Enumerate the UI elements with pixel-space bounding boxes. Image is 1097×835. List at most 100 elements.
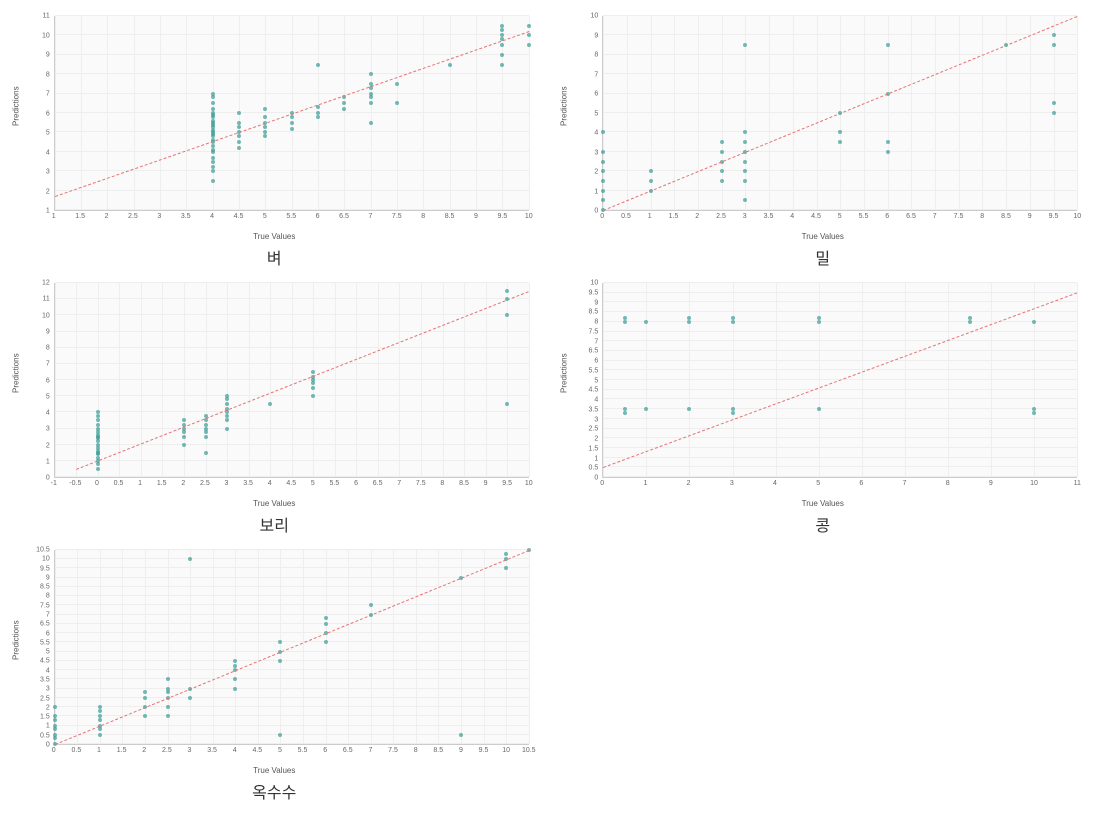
scatter-point xyxy=(53,705,57,709)
x-tick: 5.5 xyxy=(330,480,340,487)
y-tick: 11 xyxy=(42,296,49,303)
y-tick: 6.5 xyxy=(40,621,50,628)
x-tick: 5.5 xyxy=(298,747,308,754)
scatter-point xyxy=(731,316,735,320)
scatter-point xyxy=(98,709,102,713)
scatter-point xyxy=(720,150,724,154)
y-tick: 4 xyxy=(594,397,598,404)
x-tick: 9 xyxy=(484,480,488,487)
x-tick: 1 xyxy=(52,213,56,220)
scatter-point xyxy=(316,63,320,67)
y-tick: 3 xyxy=(594,149,598,156)
scatter-point xyxy=(143,714,147,718)
x-tick: 9 xyxy=(474,213,478,220)
scatter-point xyxy=(311,394,315,398)
y-tick: 10 xyxy=(590,13,598,20)
scatter-point xyxy=(886,43,890,47)
y-tick: 8 xyxy=(46,593,50,600)
scatter-point xyxy=(225,427,229,431)
x-tick: 4.5 xyxy=(252,747,262,754)
scatter-point xyxy=(211,160,215,164)
y-tick: 0.5 xyxy=(589,465,599,472)
chart-corn: True ValuesPredictions00.511.522.533.544… xyxy=(12,542,537,777)
scatter-point xyxy=(166,705,170,709)
x-tick: 8 xyxy=(946,480,950,487)
x-tick: 3 xyxy=(743,213,747,220)
y-ticks: 012345678910 xyxy=(578,16,600,211)
scatter-point xyxy=(290,127,294,131)
scatter-point xyxy=(53,727,57,731)
scatter-point xyxy=(204,430,208,434)
y-tick: 5 xyxy=(46,649,50,656)
x-tick: 7 xyxy=(933,213,937,220)
scatter-point xyxy=(324,622,328,626)
scatter-point xyxy=(500,63,504,67)
x-axis-label: True Values xyxy=(253,232,295,241)
x-tick: 8.5 xyxy=(459,480,469,487)
y-tick: 9 xyxy=(594,299,598,306)
scatter-point xyxy=(53,718,57,722)
x-tick: 2.5 xyxy=(716,213,726,220)
x-tick: 6 xyxy=(859,480,863,487)
scatter-point xyxy=(817,320,821,324)
scatter-point xyxy=(968,316,972,320)
scatter-point xyxy=(188,557,192,561)
scatter-point xyxy=(233,659,237,663)
cell-empty xyxy=(557,542,1090,803)
y-tick: 1 xyxy=(594,455,598,462)
scatter-point xyxy=(211,132,215,136)
scatter-point xyxy=(731,320,735,324)
scatter-point xyxy=(601,179,605,183)
x-tick: 6 xyxy=(885,213,889,220)
scatter-point xyxy=(720,169,724,173)
scatter-point xyxy=(211,169,215,173)
scatter-point xyxy=(1052,101,1056,105)
y-tick: 5.5 xyxy=(589,367,599,374)
x-tick: 1 xyxy=(138,480,142,487)
scatter-point xyxy=(342,101,346,105)
y-tick: 1 xyxy=(46,723,50,730)
y-axis-label: Predictions xyxy=(11,353,20,393)
y-tick: 10 xyxy=(42,556,50,563)
scatter-point xyxy=(731,411,735,415)
x-tick: 6.5 xyxy=(339,213,349,220)
scatter-point xyxy=(743,160,747,164)
x-tick: 10 xyxy=(1030,480,1038,487)
scatter-point xyxy=(96,418,100,422)
scatter-point xyxy=(527,33,531,37)
scatter-point xyxy=(311,386,315,390)
x-tick: 9.5 xyxy=(502,480,512,487)
x-tick: 5 xyxy=(311,480,315,487)
scatter-point xyxy=(233,687,237,691)
chart-title-barley: 보리 xyxy=(260,512,289,536)
x-tick: 3 xyxy=(225,480,229,487)
y-tick: 4 xyxy=(594,130,598,137)
x-tick: 8 xyxy=(421,213,425,220)
x-tick: 1 xyxy=(97,747,101,754)
chart-title-rice: 벼 xyxy=(267,245,282,269)
scatter-point xyxy=(98,705,102,709)
scatter-point xyxy=(211,119,215,123)
x-ticks: 00.511.522.533.544.555.566.577.588.599.5… xyxy=(602,213,1077,225)
chart-grid: True ValuesPredictions11.522.533.544.555… xyxy=(8,8,1089,803)
scatter-point xyxy=(459,733,463,737)
x-tick: 4.5 xyxy=(286,480,296,487)
scatter-point xyxy=(143,690,147,694)
scatter-point xyxy=(225,402,229,406)
x-tick: 7.5 xyxy=(954,213,964,220)
y-tick: 3.5 xyxy=(40,677,50,684)
y-tick: 6 xyxy=(46,377,50,384)
scatter-point xyxy=(369,72,373,76)
scatter-point xyxy=(278,659,282,663)
y-tick: 0 xyxy=(594,208,598,215)
scatter-point xyxy=(743,140,747,144)
scatter-point xyxy=(601,150,605,154)
y-axis-label: Predictions xyxy=(11,620,20,660)
y-tick: 5 xyxy=(594,110,598,117)
scatter-point xyxy=(233,664,237,668)
scatter-point xyxy=(211,156,215,160)
x-axis-label: True Values xyxy=(253,499,295,508)
x-ticks: 00.511.522.533.544.555.566.577.588.599.5… xyxy=(54,747,529,759)
y-tick: 1.5 xyxy=(589,445,599,452)
x-axis-label: True Values xyxy=(802,232,844,241)
